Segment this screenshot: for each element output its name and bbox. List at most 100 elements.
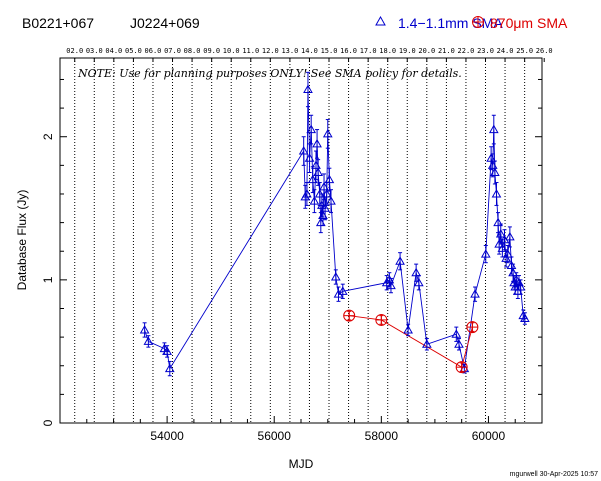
year-tick-label: 05.0 (125, 47, 142, 55)
triangle-marker (470, 289, 480, 298)
data-point-triangle (386, 277, 396, 294)
triangle-marker (515, 282, 526, 291)
year-tick-label: 11.0 (242, 47, 259, 55)
planning-note: NOTE: Use for planning purposes ONLY! Se… (77, 67, 462, 80)
triangle-marker (298, 146, 309, 155)
triangle-marker (312, 138, 322, 148)
triangle-marker (454, 339, 464, 348)
footer-credit: mgurwell 30-Apr-2025 10:57 (510, 471, 598, 478)
triangle-marker (333, 289, 344, 298)
legend-series-2: 870μm SMA (490, 15, 568, 31)
year-tick-label: 09.0 (203, 47, 220, 55)
data-point-triangle (505, 226, 515, 248)
data-point-triangle (502, 245, 513, 264)
triangle-marker (143, 336, 154, 345)
data-point-triangle (330, 269, 341, 285)
data-point-triangle (488, 114, 499, 145)
year-tick-label: 19.0 (399, 47, 416, 55)
y-tick-label: 1 (41, 276, 55, 283)
triangle-marker (304, 153, 315, 162)
legend: 1.4−1.1mm SMA 870μm SMA (375, 15, 568, 31)
triangle-marker (491, 188, 502, 198)
year-tick-label: 03.0 (86, 47, 103, 55)
legend-circle-plus-icon (472, 16, 484, 28)
year-tick-label: 24.0 (497, 47, 514, 55)
data-point-triangle (490, 160, 500, 185)
data-point-triangle (326, 189, 336, 214)
data-point-triangle (480, 245, 491, 264)
triangle-marker (495, 229, 506, 238)
triangle-marker (451, 329, 462, 338)
triangle-marker (413, 277, 424, 287)
data-point-triangle (454, 338, 464, 351)
x-tick-label: 60000 (472, 429, 506, 443)
triangle-marker (319, 181, 329, 191)
data-point-triangle (395, 252, 405, 271)
triangle-marker (505, 231, 515, 241)
triangle-marker (302, 188, 312, 198)
y-axis-ticks: 0 1 2 (41, 78, 542, 426)
y-tick-label: 2 (41, 133, 55, 140)
triangle-marker (330, 271, 341, 281)
data-point-triangle (306, 114, 317, 145)
data-point-triangle (421, 338, 432, 351)
data-point-triangle (302, 182, 312, 206)
data-point-circle-plus (455, 361, 468, 374)
year-tick-label: 25.0 (516, 47, 533, 55)
series-marks (139, 71, 530, 377)
data-point-triangle (309, 189, 320, 214)
data-point-triangle (303, 71, 313, 108)
x-tick-label: 54000 (150, 429, 184, 443)
year-tick-label: 04.0 (105, 47, 122, 55)
data-point-triangle (337, 283, 348, 299)
data-point-triangle (451, 326, 462, 342)
year-tick-label: 14.0 (301, 47, 318, 55)
data-point-circle-plus (343, 309, 356, 322)
triangle-marker (324, 174, 335, 184)
triangle-marker (303, 84, 313, 93)
x-tick-label: 58000 (365, 429, 399, 443)
triangle-marker (421, 339, 432, 348)
year-tick-label: 21.0 (438, 47, 455, 55)
triangle-marker (520, 313, 530, 323)
data-point-triangle (164, 360, 175, 377)
triangle-marker (320, 203, 330, 212)
data-point-triangle (322, 119, 333, 149)
x-axis-label: MJD (289, 457, 314, 471)
triangle-marker (395, 256, 405, 265)
triangle-marker (403, 324, 413, 334)
triangle-marker (164, 363, 175, 373)
triangle-marker (317, 200, 327, 209)
triangle-marker (326, 196, 336, 205)
y-tick-label: 0 (41, 419, 55, 426)
triangle-marker (488, 124, 499, 134)
series-line-2 (349, 315, 473, 368)
year-tick-label: 10.0 (223, 47, 240, 55)
data-point-triangle (513, 283, 523, 299)
triangle-marker (490, 167, 500, 177)
triangle-marker (314, 188, 325, 198)
triangle-marker (313, 167, 323, 177)
triangle-marker (381, 277, 392, 287)
data-point-triangle (314, 182, 325, 206)
x-tick-label: 56000 (258, 429, 292, 443)
triangle-marker (493, 217, 503, 227)
x-axis-ticks: 54000 56000 58000 60000 (59, 416, 543, 443)
data-point-triangle (493, 212, 503, 234)
triangle-marker (480, 249, 491, 258)
triangle-marker (386, 280, 396, 290)
legend-triangle-icon (375, 15, 386, 26)
data-point-circle-plus (466, 321, 479, 334)
year-tick-label: 12.0 (262, 47, 279, 55)
year-tick-label: 13.0 (281, 47, 298, 55)
data-point-triangle (495, 223, 506, 245)
triangle-marker (321, 188, 332, 198)
data-point-triangle (515, 279, 526, 295)
year-tick-label: 26.0 (536, 47, 553, 55)
y-axis-label: Database Flux (Jy) (15, 190, 29, 291)
data-point-triangle (520, 312, 530, 325)
plot-frame (59, 57, 543, 424)
year-tick-labels: 02.0 03.0 04.0 05.0 06.0 07.0 08.0 09.0 10.0 11.0… (66, 47, 553, 62)
triangle-marker (162, 346, 172, 355)
data-point-triangle (312, 129, 322, 159)
